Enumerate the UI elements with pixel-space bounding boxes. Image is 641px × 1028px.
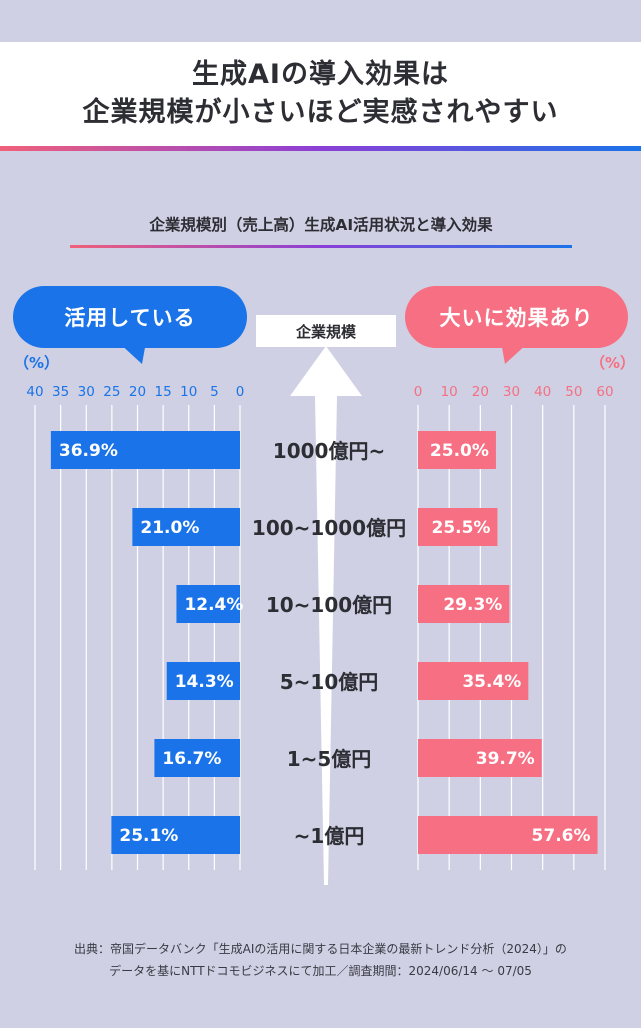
category-labels: 1000億円~ 100~1000億円 10~100億円 5~10億円 1~5億円 ~1億円 xyxy=(252,439,406,848)
title-box: 生成AIの導入効果は 企業規模が小さいほど実感されやすい xyxy=(0,42,641,146)
tick-label-left: 0 xyxy=(235,384,245,400)
left-series-header: 活用している xyxy=(13,286,247,348)
data-label-right: 39.7% xyxy=(476,749,535,769)
tick-label-right: 0 xyxy=(413,384,423,400)
data-label-right: 25.5% xyxy=(431,518,490,538)
tick-label-left: 20 xyxy=(128,384,147,400)
data-label-left: 36.9% xyxy=(59,441,118,461)
data-label-left: 14.3% xyxy=(175,672,234,692)
bar-right xyxy=(418,816,598,854)
source-line-1: 出典：帝国データバンク「生成AIの活用に関する日本企業の最新トレンド分析（202… xyxy=(74,942,567,956)
bar-left xyxy=(154,739,240,777)
tick-label-left: 10 xyxy=(180,384,198,400)
category-label: 1000億円~ xyxy=(273,439,385,463)
right-bubble-tail-icon xyxy=(501,342,529,364)
data-label-right: 35.4% xyxy=(462,672,521,692)
right-unit-label: （%） xyxy=(590,354,636,372)
tick-label-left: 15 xyxy=(154,384,172,400)
bar-left xyxy=(176,585,240,623)
tick-label-right: 40 xyxy=(534,384,552,400)
subtitle-gradient-bar xyxy=(70,245,572,248)
source-note: 出典：帝国データバンク「生成AIの活用に関する日本企業の最新トレンド分析（202… xyxy=(0,938,641,982)
left-series-header-label: 活用している xyxy=(64,306,196,330)
data-label-left: 16.7% xyxy=(162,749,221,769)
title-gradient-bar xyxy=(0,146,641,151)
bar-right xyxy=(418,585,510,623)
tick-label-left: 25 xyxy=(103,384,121,400)
category-label: 1~5億円 xyxy=(287,747,372,771)
right-gridlines xyxy=(417,405,606,870)
tick-label-left: 40 xyxy=(26,384,44,400)
bar-right xyxy=(418,739,542,777)
category-label: 100~1000億円 xyxy=(252,516,406,540)
right-bars: 25.0% 25.5% 29.3% 35.4% 39.7% 57.6% xyxy=(418,431,598,854)
right-series-header-label: 大いに効果あり xyxy=(439,306,594,330)
tick-label-right: 10 xyxy=(440,384,458,400)
tick-label-right: 30 xyxy=(502,384,521,400)
data-label-right: 25.0% xyxy=(430,441,489,461)
tick-label-left: 35 xyxy=(52,384,70,400)
left-gridlines xyxy=(34,405,241,870)
bar-right xyxy=(418,508,498,546)
right-series-header: 大いに効果あり xyxy=(405,286,628,348)
bar-left xyxy=(166,662,240,700)
data-label-right: 29.3% xyxy=(443,595,502,615)
data-label-right: 57.6% xyxy=(532,826,591,846)
left-bubble-tail-icon xyxy=(118,342,146,364)
bar-left xyxy=(111,816,240,854)
tick-label-left: 30 xyxy=(77,384,95,400)
category-label: ~1億円 xyxy=(294,824,365,848)
size-arrow xyxy=(290,346,362,885)
up-arrow-icon xyxy=(290,346,362,885)
data-label-left: 21.0% xyxy=(140,518,199,538)
category-label: 10~100億円 xyxy=(266,593,392,617)
tick-label-right: 60 xyxy=(596,384,614,400)
title-line-1: 生成AIの導入効果は xyxy=(192,59,449,90)
data-label-left: 25.1% xyxy=(119,826,178,846)
bar-right xyxy=(418,431,496,469)
left-unit-label: （%） xyxy=(14,354,60,372)
bar-left xyxy=(50,431,241,469)
chart-subtitle: 企業規模別（売上高）生成AI活用状況と導入効果 xyxy=(149,216,493,234)
bar-left xyxy=(132,508,240,546)
tick-label-right: 20 xyxy=(471,384,489,400)
company-size-label: 企業規模 xyxy=(256,315,396,347)
bar-right xyxy=(418,662,529,700)
title-line-2: 企業規模が小さいほど実感されやすい xyxy=(82,97,559,128)
tick-label-right: 50 xyxy=(565,384,583,400)
data-label-left: 12.4% xyxy=(184,595,243,615)
left-bars: 36.9% 21.0% 12.4% 14.3% 16.7% 25.1% xyxy=(50,431,243,854)
tick-label-left: 5 xyxy=(210,384,219,400)
source-line-2: データを基にNTTドコモビジネスにて加工／調査期間：2024/06/14 〜 0… xyxy=(109,964,532,978)
category-label: 5~10億円 xyxy=(280,670,379,694)
